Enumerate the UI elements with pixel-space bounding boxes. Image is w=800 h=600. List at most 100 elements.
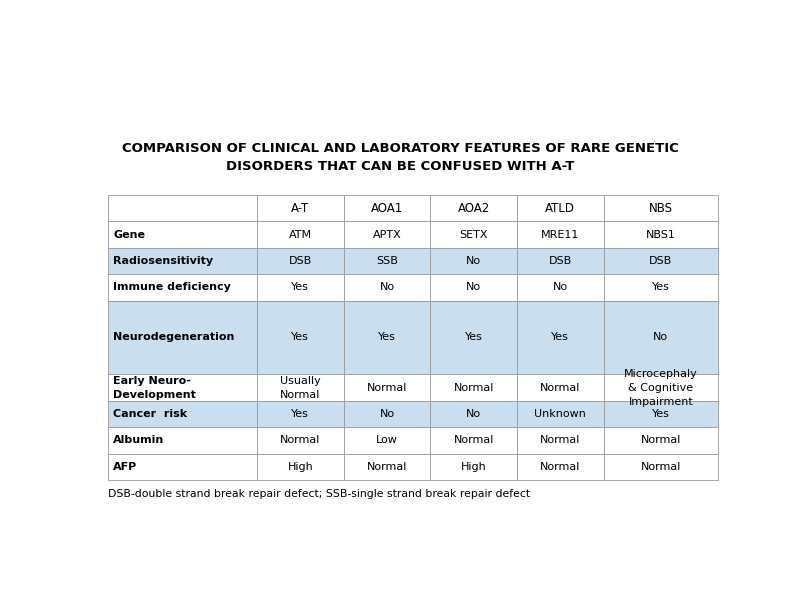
Text: Cancer  risk: Cancer risk [113, 409, 187, 419]
Text: Normal: Normal [540, 383, 581, 392]
Bar [108, 401, 257, 427]
Bar [257, 401, 344, 427]
Bar [517, 374, 604, 401]
Bar [344, 374, 430, 401]
Bar [257, 248, 344, 274]
Bar [604, 221, 718, 248]
Text: AFP: AFP [113, 462, 138, 472]
Text: Normal: Normal [280, 436, 321, 445]
Bar [517, 427, 604, 454]
Text: A-T: A-T [291, 202, 310, 215]
Bar [344, 401, 430, 427]
Text: Low: Low [376, 436, 398, 445]
Bar [108, 427, 257, 454]
Text: Normal: Normal [641, 436, 681, 445]
Bar [344, 248, 430, 274]
Bar [430, 427, 517, 454]
Text: AOA2: AOA2 [458, 202, 490, 215]
Text: DSB-double strand break repair defect; SSB-single strand break repair defect: DSB-double strand break repair defect; S… [108, 489, 530, 499]
Bar [517, 274, 604, 301]
Text: Normal: Normal [367, 462, 407, 472]
Bar [604, 454, 718, 480]
Bar [430, 221, 517, 248]
Bar [257, 195, 344, 221]
Bar [344, 301, 430, 374]
Text: No: No [466, 409, 482, 419]
Bar [344, 221, 430, 248]
Text: Radiosensitivity: Radiosensitivity [113, 256, 213, 266]
Bar [517, 248, 604, 274]
Bar [517, 454, 604, 480]
Bar [257, 374, 344, 401]
Bar [257, 454, 344, 480]
Bar [517, 221, 604, 248]
Text: ATLD: ATLD [546, 202, 575, 215]
Text: Normal: Normal [454, 436, 494, 445]
Text: Yes: Yes [465, 332, 482, 343]
Bar [430, 248, 517, 274]
Text: High: High [461, 462, 486, 472]
Bar [604, 301, 718, 374]
Text: Normal: Normal [641, 462, 681, 472]
Text: NBS: NBS [649, 202, 673, 215]
Bar [430, 454, 517, 480]
Bar [604, 195, 718, 221]
Text: ATM: ATM [289, 230, 312, 239]
Text: Yes: Yes [652, 283, 670, 292]
Text: SSB: SSB [376, 256, 398, 266]
Text: Immune deficiency: Immune deficiency [113, 283, 231, 292]
Bar [517, 195, 604, 221]
Bar [108, 221, 257, 248]
Bar [108, 374, 257, 401]
Bar [517, 401, 604, 427]
Bar [604, 248, 718, 274]
Bar [108, 454, 257, 480]
Text: Microcephaly
& Cognitive
Impairment: Microcephaly & Cognitive Impairment [624, 368, 698, 407]
Text: No: No [379, 409, 394, 419]
Bar [257, 427, 344, 454]
Bar [430, 374, 517, 401]
Text: No: No [466, 283, 482, 292]
Bar [430, 274, 517, 301]
Text: High: High [287, 462, 314, 472]
Bar [108, 195, 257, 221]
Bar [604, 427, 718, 454]
Bar [344, 195, 430, 221]
Text: Normal: Normal [540, 436, 581, 445]
Text: Unknown: Unknown [534, 409, 586, 419]
Text: Yes: Yes [291, 409, 310, 419]
Bar [108, 301, 257, 374]
Text: DSB: DSB [289, 256, 312, 266]
Text: Neurodegeneration: Neurodegeneration [113, 332, 234, 343]
Text: Normal: Normal [367, 383, 407, 392]
Text: Early Neuro-
Development: Early Neuro- Development [113, 376, 196, 400]
Text: Yes: Yes [551, 332, 570, 343]
Text: APTX: APTX [373, 230, 402, 239]
Bar [430, 195, 517, 221]
Text: No: No [466, 256, 482, 266]
Text: Normal: Normal [454, 383, 494, 392]
Bar [430, 301, 517, 374]
Text: Usually
Normal: Usually Normal [280, 376, 321, 400]
Text: NBS1: NBS1 [646, 230, 676, 239]
Bar [604, 274, 718, 301]
Text: DSB: DSB [649, 256, 673, 266]
Text: Yes: Yes [291, 332, 310, 343]
Text: Yes: Yes [378, 332, 396, 343]
Bar [257, 221, 344, 248]
Bar [604, 401, 718, 427]
Bar [517, 301, 604, 374]
Text: No: No [379, 283, 394, 292]
Bar [108, 248, 257, 274]
Bar [344, 454, 430, 480]
Text: Yes: Yes [291, 283, 310, 292]
Bar [108, 274, 257, 301]
Bar [430, 401, 517, 427]
Text: DISORDERS THAT CAN BE CONFUSED WITH A-T: DISORDERS THAT CAN BE CONFUSED WITH A-T [226, 160, 574, 173]
Text: No: No [553, 283, 568, 292]
Text: DSB: DSB [549, 256, 572, 266]
Bar [604, 374, 718, 401]
Text: MRE11: MRE11 [541, 230, 579, 239]
Text: Yes: Yes [652, 409, 670, 419]
Bar [344, 274, 430, 301]
